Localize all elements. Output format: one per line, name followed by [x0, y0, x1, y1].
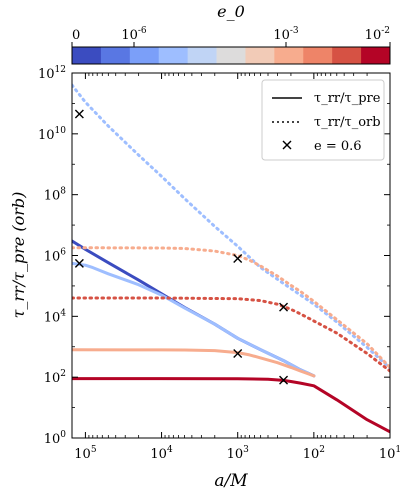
x-tick-label: 102: [303, 445, 325, 462]
legend-entry-orb: τ_rr/τ_orb: [314, 115, 381, 130]
colorbar-cells: [72, 47, 391, 64]
colorbar-cell: [245, 47, 275, 64]
colorbar-cell: [72, 47, 102, 64]
colorbar-tick-label: 10-2: [365, 26, 390, 43]
colorbar-cell: [129, 47, 160, 64]
series-line-solid: [72, 239, 316, 378]
colorbar-cell: [274, 47, 304, 64]
legend: τ_rr/τ_pre τ_rr/τ_orb e = 0.6: [261, 79, 385, 161]
y-tick-label: 104: [44, 308, 67, 325]
x-axis-ticks: 105 104 103 102 101: [74, 73, 401, 462]
e06-marker: [279, 375, 289, 385]
e06-marker: [74, 109, 84, 119]
legend-box: [261, 79, 385, 161]
y-tick-label: 1010: [38, 126, 66, 143]
series-line-solid: [72, 261, 316, 378]
y-tick-label: 100: [44, 430, 67, 447]
colorbar-ticks: 0 10-6 10-3 10-2: [71, 26, 391, 47]
legend-entry-pre: τ_rr/τ_pre: [314, 91, 381, 106]
colorbar-tick-label: 10-6: [121, 26, 147, 43]
e06-marker: [233, 349, 243, 358]
y-tick-label: 102: [44, 369, 66, 386]
x-tick-label: 104: [150, 445, 173, 462]
plot-area: 105 104 103 102 101 100 102 104 106 108 1010 1012: [38, 65, 401, 462]
colorbar-cell: [158, 47, 189, 64]
series-layer: [72, 83, 390, 434]
legend-entry-e06: e = 0.6: [314, 139, 362, 154]
x-tick-label: 103: [227, 445, 250, 462]
colorbar-tick-label: 0: [72, 28, 80, 43]
e06-marker: [74, 258, 84, 268]
colorbar-frame: [71, 46, 391, 65]
colorbar-cell: [187, 47, 218, 64]
colorbar-label: e_0: [217, 2, 245, 21]
colorbar-tick-label: 10-3: [273, 26, 299, 43]
y-tick-label: 108: [44, 187, 67, 204]
x-tick-label: 101: [379, 445, 401, 462]
x-tick-label: 105: [74, 445, 97, 462]
colorbar-cell: [361, 47, 391, 64]
colorbar-cell: [303, 47, 333, 64]
series-line-solid: [72, 377, 390, 434]
colorbar: e_0 0 10-6 10-3 10-2: [71, 2, 391, 65]
e06-marker: [233, 253, 243, 263]
y-axis-label: τ_rr/τ_pre (orb): [9, 192, 28, 319]
y-axis-ticks: 100 102 104 106 108 1010 1012: [38, 65, 390, 447]
e06-marker: [279, 302, 289, 312]
legend-cross-icon: [282, 140, 292, 150]
colorbar-cell: [100, 47, 131, 64]
y-tick-label: 106: [44, 248, 67, 265]
x-axis-label: a/M: [214, 471, 248, 491]
colorbar-cell: [216, 47, 246, 64]
series-line-dotted: [72, 296, 390, 373]
series-line-dotted: [72, 83, 390, 370]
marker-layer: [74, 109, 289, 385]
series-line-solid: [72, 348, 316, 378]
y-tick-label: 1012: [38, 65, 66, 82]
colorbar-cell: [332, 47, 362, 64]
